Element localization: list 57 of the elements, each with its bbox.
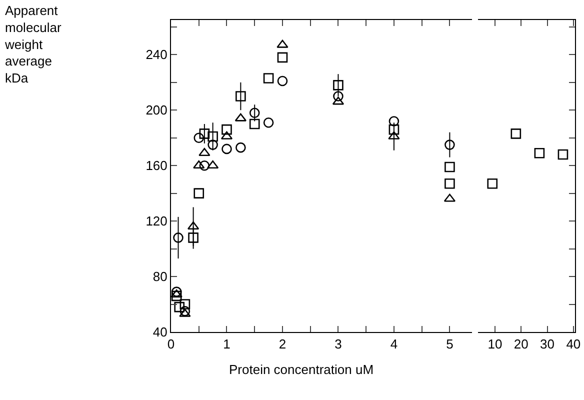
point xyxy=(208,140,218,150)
point xyxy=(179,308,191,317)
point xyxy=(277,52,288,63)
x-tick-label: 1 xyxy=(223,336,230,352)
point xyxy=(173,232,184,243)
point xyxy=(199,160,210,171)
point xyxy=(174,302,185,312)
point xyxy=(222,144,232,154)
point xyxy=(187,221,200,230)
y-tick-label: 80 xyxy=(152,269,168,284)
y-tick-label: 200 xyxy=(146,102,168,118)
point xyxy=(170,289,182,298)
x-tick-label: 4 xyxy=(390,336,398,352)
x-tick-label: 0 xyxy=(167,336,175,352)
y-axis-title: Apparent molecular weight average kDa xyxy=(4,3,62,86)
point xyxy=(510,128,522,139)
point xyxy=(249,118,260,130)
point xyxy=(198,148,210,156)
point xyxy=(444,140,455,150)
point xyxy=(388,116,400,126)
point xyxy=(534,148,545,158)
point xyxy=(193,160,205,168)
point xyxy=(208,131,218,142)
y-tick-label: 120 xyxy=(146,214,168,229)
point xyxy=(444,162,455,172)
point xyxy=(263,73,274,84)
point xyxy=(277,76,288,86)
point xyxy=(199,128,210,139)
point xyxy=(222,124,232,135)
point xyxy=(444,178,455,189)
point xyxy=(236,142,246,153)
y-tick-label: 40 xyxy=(152,324,168,340)
point xyxy=(249,108,260,118)
point xyxy=(180,299,190,310)
point xyxy=(236,91,246,102)
x-tick-label: 30 xyxy=(540,336,555,352)
point xyxy=(333,91,344,102)
x-tick-label: 10 xyxy=(488,336,502,352)
point xyxy=(194,188,204,198)
point xyxy=(194,132,204,144)
point xyxy=(487,178,498,189)
point xyxy=(333,80,344,90)
point xyxy=(388,124,400,135)
point xyxy=(276,40,288,48)
y-tick-label: 240 xyxy=(146,47,168,62)
x-tick-label: 3 xyxy=(334,336,342,352)
x-tick-label: 5 xyxy=(446,336,454,352)
x-tick-label: 2 xyxy=(278,336,286,352)
point xyxy=(188,232,198,243)
x-tick-label: 20 xyxy=(514,336,528,352)
x-tick-label: 40 xyxy=(566,336,581,352)
point xyxy=(171,290,182,302)
x-axis-title: Protein concentration uM xyxy=(229,362,374,377)
point xyxy=(263,117,274,128)
point xyxy=(388,131,400,140)
y-tick-label: 160 xyxy=(146,158,168,174)
point xyxy=(558,149,568,160)
